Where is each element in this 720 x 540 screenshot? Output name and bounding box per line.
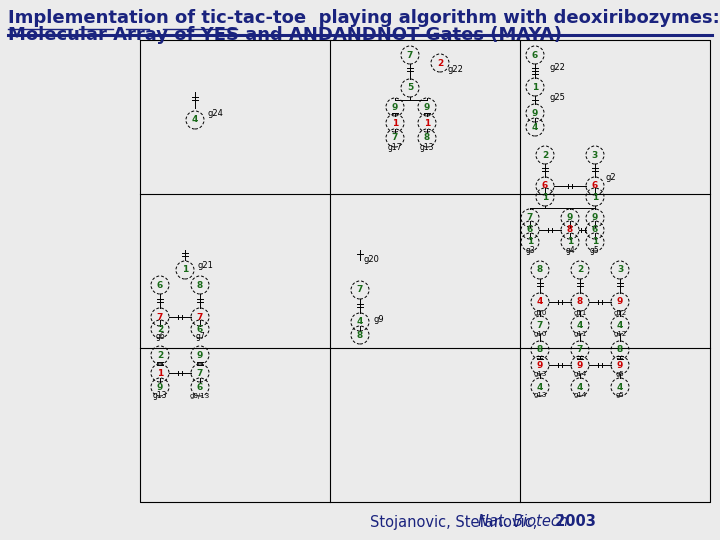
- Text: 8: 8: [357, 330, 363, 340]
- Text: g11: g11: [573, 310, 587, 316]
- Text: g21: g21: [197, 261, 213, 270]
- Text: 7: 7: [357, 286, 363, 294]
- Text: 4: 4: [192, 116, 198, 125]
- Text: 2: 2: [577, 266, 583, 274]
- Text: 1: 1: [542, 192, 548, 201]
- Text: Stojanovic, Stefanovic,: Stojanovic, Stefanovic,: [370, 515, 542, 530]
- Text: 9: 9: [617, 298, 624, 307]
- Text: g7: g7: [195, 332, 205, 341]
- Text: g14: g14: [573, 371, 587, 377]
- Text: 9: 9: [577, 361, 583, 369]
- Text: g3: g3: [525, 246, 535, 255]
- Text: 6: 6: [157, 280, 163, 289]
- Text: 7: 7: [197, 313, 203, 321]
- Text: 1: 1: [157, 368, 163, 377]
- Text: 3: 3: [592, 151, 598, 159]
- Text: 8: 8: [537, 266, 543, 274]
- Text: 4: 4: [617, 321, 624, 329]
- Text: 2: 2: [542, 151, 548, 159]
- Text: g9: g9: [374, 315, 384, 324]
- Text: 4: 4: [537, 382, 543, 392]
- Text: g17: g17: [388, 143, 402, 152]
- Text: Nat. Biotech.: Nat. Biotech.: [478, 515, 572, 530]
- Text: 1: 1: [592, 192, 598, 201]
- Text: 1: 1: [527, 238, 533, 246]
- Text: 6: 6: [592, 181, 598, 191]
- Text: 1: 1: [592, 238, 598, 246]
- Text: 9: 9: [567, 213, 573, 222]
- Text: g24: g24: [208, 110, 224, 118]
- Text: 9: 9: [197, 350, 203, 360]
- Text: g12: g12: [613, 310, 626, 316]
- Text: 6: 6: [197, 325, 203, 334]
- Text: g10: g10: [534, 331, 546, 337]
- Text: Implementation of tic-tac-toe  playing algorithm with deoxiribozymes:: Implementation of tic-tac-toe playing al…: [8, 9, 720, 27]
- Text: 9: 9: [157, 382, 163, 392]
- Text: g5: g5: [590, 246, 600, 255]
- Text: 1: 1: [567, 238, 573, 246]
- Text: 8: 8: [567, 226, 573, 234]
- Text: Molecular Array of YES and ANDANDNOT Gates (MAYA): Molecular Array of YES and ANDANDNOT Gat…: [8, 26, 562, 44]
- Text: g5: g5: [616, 392, 624, 398]
- Text: 8: 8: [617, 346, 623, 354]
- Text: 4: 4: [532, 123, 538, 132]
- Text: g25: g25: [550, 93, 566, 102]
- Text: 8: 8: [424, 133, 430, 143]
- Text: 2003: 2003: [550, 515, 596, 530]
- Text: 4: 4: [537, 298, 543, 307]
- Text: 9: 9: [592, 213, 598, 222]
- Text: 7: 7: [392, 133, 398, 143]
- Text: g4: g4: [565, 246, 575, 255]
- Text: 2: 2: [157, 350, 163, 360]
- Text: 5: 5: [407, 84, 413, 92]
- Text: g22: g22: [448, 65, 464, 75]
- Text: 3: 3: [617, 266, 623, 274]
- Text: g11: g11: [573, 331, 587, 337]
- Text: 7: 7: [527, 213, 534, 222]
- Text: 9: 9: [537, 361, 543, 369]
- Text: 4: 4: [577, 382, 583, 392]
- Text: 6: 6: [592, 226, 598, 234]
- Text: 9: 9: [532, 109, 538, 118]
- Text: 2: 2: [157, 325, 163, 334]
- Text: 9: 9: [617, 361, 624, 369]
- Text: 1: 1: [532, 83, 538, 91]
- Text: 6: 6: [532, 51, 538, 59]
- Text: g2: g2: [605, 173, 616, 182]
- Text: 1: 1: [182, 266, 188, 274]
- Text: g20: g20: [364, 255, 380, 264]
- Text: 1: 1: [424, 118, 430, 127]
- Text: 6: 6: [527, 226, 533, 234]
- Text: g13: g13: [420, 143, 434, 152]
- Text: 9: 9: [424, 103, 430, 111]
- Text: g6: g6: [155, 332, 165, 341]
- Text: 9: 9: [392, 103, 398, 111]
- Text: 1: 1: [392, 118, 398, 127]
- Text: 7: 7: [157, 313, 163, 321]
- Text: g13: g13: [534, 392, 546, 398]
- Text: 7: 7: [577, 346, 583, 354]
- Text: 7: 7: [407, 51, 413, 59]
- Text: 8: 8: [197, 280, 203, 289]
- Text: g10: g10: [534, 310, 546, 316]
- Text: g5: g5: [616, 371, 624, 377]
- Text: 6: 6: [197, 382, 203, 392]
- Text: 4: 4: [617, 382, 624, 392]
- Text: g22: g22: [550, 63, 566, 72]
- Text: g12: g12: [613, 331, 626, 337]
- Text: 8: 8: [537, 346, 543, 354]
- Text: 6: 6: [542, 181, 548, 191]
- Text: 7: 7: [537, 321, 543, 329]
- Text: 8: 8: [577, 298, 583, 307]
- Text: g13: g13: [534, 371, 546, 377]
- Text: g13: g13: [153, 391, 167, 400]
- Text: 4: 4: [577, 321, 583, 329]
- Text: 7: 7: [197, 368, 203, 377]
- Text: 2: 2: [437, 58, 443, 68]
- Text: g8/13: g8/13: [190, 393, 210, 399]
- Text: 4: 4: [357, 318, 363, 327]
- Text: g14: g14: [573, 392, 587, 398]
